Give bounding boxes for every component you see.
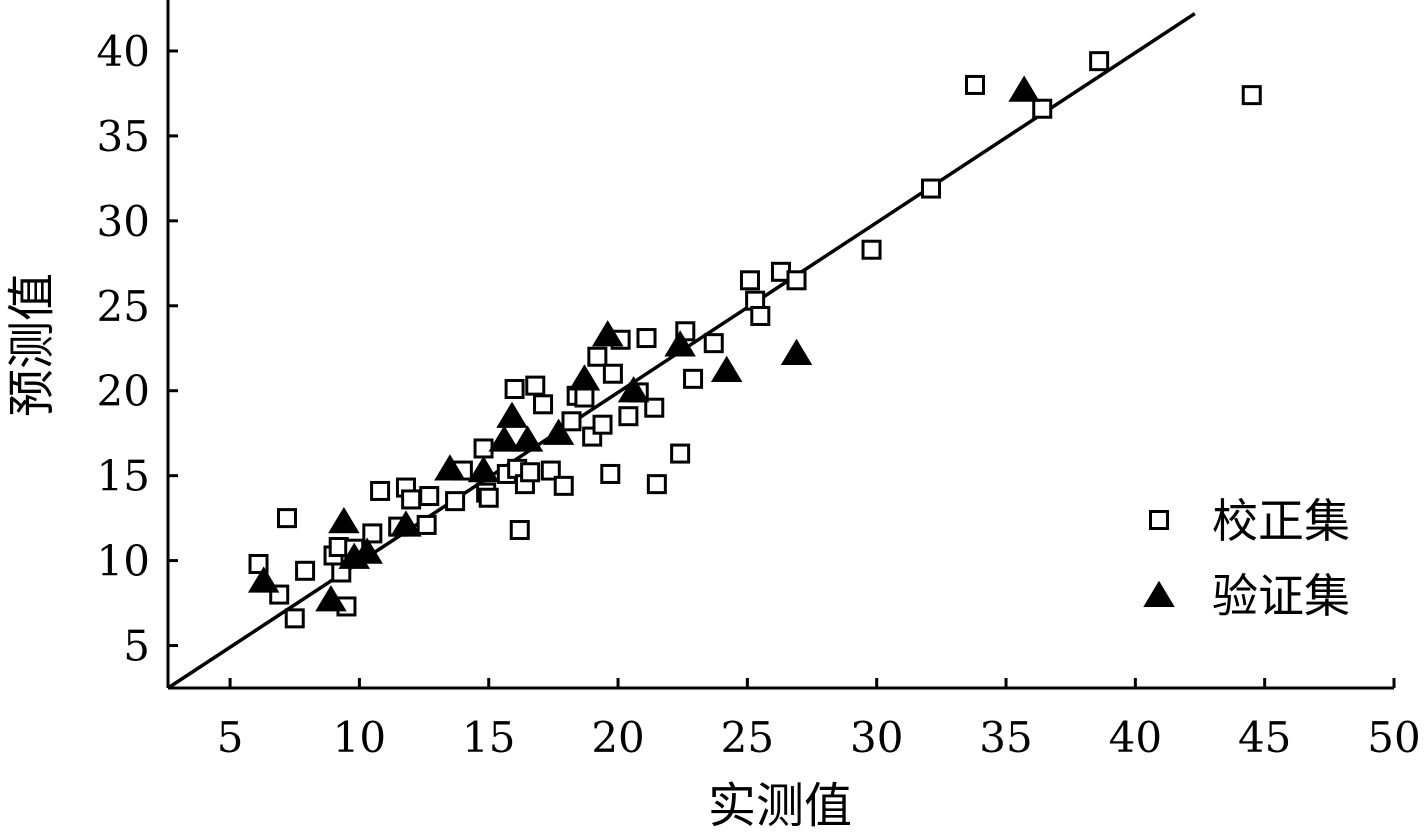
calibration-point xyxy=(401,489,422,510)
x-tick-label: 40 xyxy=(1109,713,1162,762)
validation-point xyxy=(390,510,422,537)
calibration-point xyxy=(1241,85,1262,106)
y-tick-label: 35 xyxy=(97,112,150,161)
legend-label: 验证集 xyxy=(1212,569,1350,623)
calibration-point xyxy=(587,346,608,367)
validation-point xyxy=(542,418,575,445)
calibration-point xyxy=(553,475,574,496)
x-tick-label: 25 xyxy=(721,713,774,762)
axes: 5 10 15 20 25 30 35 40 45 50 5 10 15 20 25 30 35 40 xyxy=(97,0,1421,762)
calibration-point xyxy=(964,74,985,95)
x-tick-label: 30 xyxy=(850,713,903,762)
validation-point xyxy=(488,425,520,452)
legend-entry: 验证集 xyxy=(1143,569,1350,623)
calibration-point xyxy=(284,608,305,629)
calibration-point xyxy=(561,411,582,432)
x-tick-label: 10 xyxy=(333,713,386,762)
validation-point xyxy=(591,320,624,347)
calibration-point xyxy=(362,523,383,544)
validation-point xyxy=(617,376,650,403)
calibration-point xyxy=(520,462,541,483)
validation-point xyxy=(511,425,544,452)
calibration-point xyxy=(295,560,316,581)
calibration-point xyxy=(509,520,530,541)
calibration-point xyxy=(921,178,942,199)
calibration-point xyxy=(644,397,665,418)
calibration-point xyxy=(574,387,595,408)
validation-point xyxy=(568,364,601,391)
x-axis-title: 实测值 xyxy=(708,778,852,832)
calibration-point xyxy=(786,270,807,291)
validation-point xyxy=(247,566,280,593)
validation-point xyxy=(351,537,383,564)
calibration-point xyxy=(478,487,499,508)
calibration-point xyxy=(533,394,554,415)
calibration-point xyxy=(636,328,657,349)
legend-label: 校正集 xyxy=(1212,494,1350,548)
calibration-point xyxy=(276,508,297,529)
calibration-point xyxy=(739,270,760,291)
x-tick-label: 45 xyxy=(1238,713,1291,762)
calibration-point xyxy=(670,443,691,464)
y-tick-label: 10 xyxy=(97,537,150,586)
calibration-point xyxy=(703,333,724,354)
validation-point xyxy=(780,338,813,366)
y-tick-label: 5 xyxy=(123,622,150,671)
y-tick-label: 30 xyxy=(97,197,150,246)
y-tick-label: 15 xyxy=(97,452,150,501)
calibration-point xyxy=(540,460,561,481)
calibration-point xyxy=(504,379,525,400)
validation-point xyxy=(328,506,360,534)
data-points xyxy=(247,51,1262,629)
validation-point xyxy=(710,355,743,383)
calibration-point xyxy=(416,514,437,535)
legend-square-marker xyxy=(1149,510,1169,530)
validation-point xyxy=(467,455,500,483)
x-tick-label: 50 xyxy=(1367,713,1420,762)
x-tick-label: 35 xyxy=(979,713,1032,762)
y-tick-label: 25 xyxy=(97,282,150,331)
calibration-point xyxy=(1089,51,1110,72)
x-tick-label: 20 xyxy=(591,713,644,762)
calibration-point xyxy=(445,491,466,512)
calibration-point xyxy=(600,463,621,484)
calibration-point xyxy=(370,480,391,501)
validation-point xyxy=(664,330,696,357)
legend-triangle-marker xyxy=(1143,580,1175,607)
validation-point xyxy=(1008,75,1040,102)
legend-entry: 校正集 xyxy=(1149,494,1350,548)
calibration-point xyxy=(473,438,494,459)
y-tick-label: 40 xyxy=(97,27,150,76)
x-tick-label: 5 xyxy=(217,713,244,762)
calibration-point xyxy=(683,368,704,389)
validation-point xyxy=(496,401,528,428)
calibration-point xyxy=(750,305,771,326)
x-tick-label: 15 xyxy=(462,713,515,762)
y-tick-label: 20 xyxy=(97,367,150,416)
calibration-point xyxy=(618,406,639,427)
calibration-point xyxy=(861,239,882,260)
calibration-point xyxy=(602,363,623,384)
calibration-point xyxy=(419,486,440,507)
calibration-point xyxy=(525,375,546,396)
y-axis-title: 预测值 xyxy=(4,273,60,417)
calibration-point xyxy=(592,414,613,435)
validation-point xyxy=(434,454,466,481)
calibration-point xyxy=(1032,98,1053,119)
calibration-point xyxy=(646,474,667,495)
validation-point xyxy=(315,585,347,612)
